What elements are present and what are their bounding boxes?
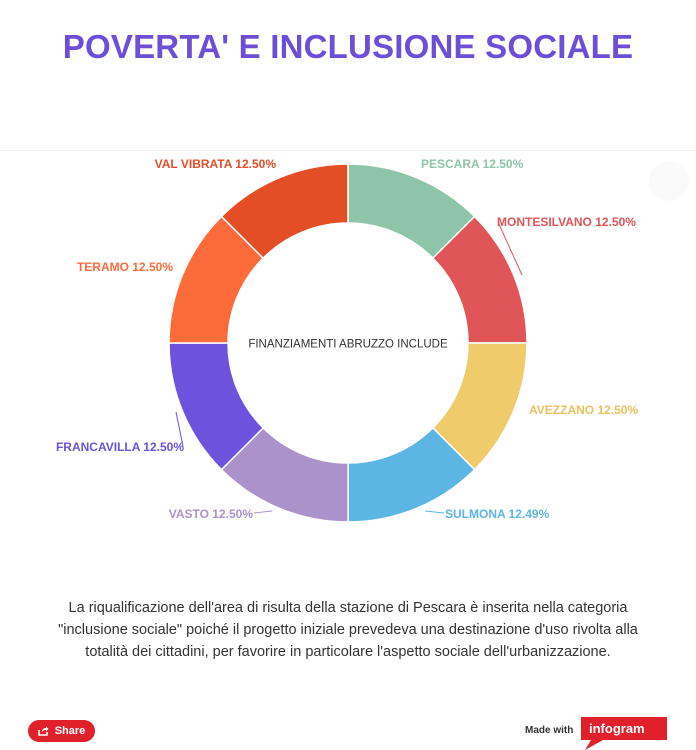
options-button[interactable] bbox=[649, 161, 689, 201]
chart-description: La riqualificazione dell'area di risulta… bbox=[58, 600, 638, 660]
chart-center-label: FINANZIAMENTI ABRUZZO INCLUDE bbox=[248, 339, 448, 351]
data-label-sulmona: SULMONA 12.49% bbox=[445, 507, 550, 521]
chart-leader-lines bbox=[175, 221, 523, 514]
data-label-pescara: PESCARA 12.50% bbox=[421, 157, 524, 171]
share-label: Share bbox=[54, 725, 86, 737]
data-label-avezzano: AVEZZANO 12.50% bbox=[529, 403, 638, 417]
data-label-teramo: TERAMO 12.50% bbox=[77, 260, 173, 274]
data-label-montesilvano: MONTESILVANO 12.50% bbox=[497, 215, 636, 229]
chart-slices bbox=[168, 163, 528, 523]
made-with-label: Made with bbox=[525, 725, 574, 736]
donut-chart: PESCARA 12.50% MONTESILVANO 12.50% AVEZZAN… bbox=[56, 157, 639, 523]
chart-labels: PESCARA 12.50% MONTESILVANO 12.50% AVEZZAN… bbox=[56, 157, 639, 521]
share-button[interactable]: Share bbox=[28, 720, 95, 742]
data-label-francavilla: FRANCAVILLA 12.50% bbox=[56, 440, 184, 454]
divider bbox=[0, 150, 696, 151]
data-label-val-vibrata: VAL VIBRATA 12.50% bbox=[155, 157, 277, 171]
leader-line-sulmona bbox=[424, 510, 445, 514]
page-title: POVERTA' E INCLUSIONE SOCIALE bbox=[62, 28, 634, 65]
slice-val-vibrata[interactable] bbox=[220, 163, 349, 260]
infogram-brand-text: infogram bbox=[589, 721, 645, 736]
leader-line-montesilvano bbox=[497, 221, 523, 276]
leader-line-vasto bbox=[253, 510, 273, 514]
data-label-vasto: VASTO 12.50% bbox=[169, 507, 254, 521]
infogram-logo[interactable]: infogram bbox=[581, 716, 667, 750]
share-icon bbox=[37, 726, 49, 736]
leader-line-francavilla bbox=[175, 411, 184, 447]
